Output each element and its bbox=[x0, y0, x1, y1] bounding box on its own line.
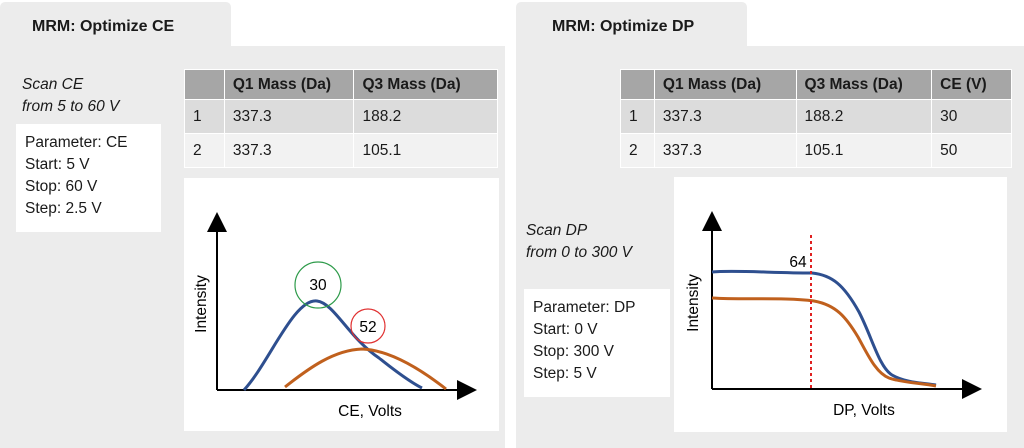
table-row: 2 337.3 105.1 bbox=[184, 133, 498, 168]
dp-param-start: Start: 0 V bbox=[533, 321, 598, 338]
cell-q1: 337.3 bbox=[223, 133, 355, 168]
column-header-q3: Q3 Mass (Da) bbox=[795, 69, 933, 100]
cell-ce: 50 bbox=[931, 133, 1012, 168]
table-row: 1 337.3 188.2 bbox=[184, 99, 498, 134]
dp-scan-line2: from 0 to 300 V bbox=[526, 244, 632, 261]
ce-scan-line1: Scan CE bbox=[22, 76, 84, 93]
dp-parameter-box: Parameter: DP Start: 0 V Stop: 300 V Ste… bbox=[524, 289, 670, 397]
table-row: 2 337.3 105.1 50 bbox=[620, 133, 1012, 168]
ce-param-stop: Stop: 60 V bbox=[25, 178, 98, 195]
ce-plot-svg: 30 52 Intensity CE, Volts bbox=[193, 212, 477, 420]
ce-param-start: Start: 5 V bbox=[25, 156, 90, 173]
dp-y-axis-label: Intensity bbox=[685, 274, 702, 332]
dp-x-axis-label: DP, Volts bbox=[833, 402, 895, 419]
cell-ce: 30 bbox=[931, 99, 1012, 134]
dp-scan-description: Scan DP from 0 to 300 V bbox=[526, 220, 632, 264]
dp-curve-series2 bbox=[711, 296, 937, 388]
ce-y-axis-label: Intensity bbox=[193, 275, 210, 333]
cell-index: 2 bbox=[184, 133, 225, 168]
column-header-q1: Q1 Mass (Da) bbox=[653, 69, 797, 100]
cell-q1: 337.3 bbox=[653, 99, 797, 134]
cell-index: 2 bbox=[620, 133, 655, 168]
table-header-row: Q1 Mass (Da) Q3 Mass (Da) CE (V) bbox=[620, 69, 1012, 100]
cell-q3: 105.1 bbox=[353, 133, 498, 168]
dp-intensity-plot: 64 Intensity DP, Volts bbox=[674, 177, 1007, 432]
dp-plot-svg: 64 Intensity DP, Volts bbox=[685, 211, 982, 419]
ce-scan-description: Scan CE from 5 to 60 V bbox=[22, 74, 119, 118]
ce-curve-series1 bbox=[242, 299, 423, 392]
cell-q3: 188.2 bbox=[795, 99, 933, 134]
dp-scan-line1: Scan DP bbox=[526, 222, 588, 239]
ce-peak2-circle bbox=[350, 308, 386, 344]
column-header-q1: Q1 Mass (Da) bbox=[223, 69, 355, 100]
dp-curve-series1 bbox=[711, 269, 937, 387]
dp-transition-table: Q1 Mass (Da) Q3 Mass (Da) CE (V) 1 337.3… bbox=[620, 69, 1012, 168]
ce-x-axis-label: CE, Volts bbox=[338, 403, 402, 420]
ce-peak2-label: 52 bbox=[359, 319, 376, 336]
cell-index: 1 bbox=[184, 99, 225, 134]
dp-param-parameter: Parameter: DP bbox=[533, 299, 636, 316]
cell-q1: 337.3 bbox=[223, 99, 355, 134]
ce-peak1-label: 30 bbox=[309, 277, 327, 294]
table-header-row: Q1 Mass (Da) Q3 Mass (Da) bbox=[184, 69, 498, 100]
column-header-q3: Q3 Mass (Da) bbox=[353, 69, 498, 100]
column-header-index bbox=[620, 69, 655, 100]
optimize-ce-panel: MRM: Optimize CE Scan CE from 5 to 60 V … bbox=[0, 0, 505, 448]
ce-param-step: Step: 2.5 V bbox=[25, 200, 102, 217]
ce-parameter-box: Parameter: CE Start: 5 V Stop: 60 V Step… bbox=[16, 124, 161, 232]
ce-panel-title: MRM: Optimize CE bbox=[0, 2, 231, 48]
dp-param-step: Step: 5 V bbox=[533, 365, 597, 382]
column-header-ce: CE (V) bbox=[931, 69, 1012, 100]
dp-panel-title: MRM: Optimize DP bbox=[516, 2, 747, 48]
optimize-dp-panel: MRM: Optimize DP Q1 Mass (Da) Q3 Mass (D… bbox=[516, 0, 1024, 448]
cell-q1: 337.3 bbox=[653, 133, 797, 168]
cell-q3: 105.1 bbox=[795, 133, 933, 168]
cell-index: 1 bbox=[620, 99, 655, 134]
ce-param-parameter: Parameter: CE bbox=[25, 134, 128, 151]
ce-scan-line2: from 5 to 60 V bbox=[22, 98, 120, 115]
ce-transition-table: Q1 Mass (Da) Q3 Mass (Da) 1 337.3 188.2 … bbox=[184, 69, 498, 168]
cell-q3: 188.2 bbox=[353, 99, 498, 134]
column-header-index bbox=[184, 69, 225, 100]
ce-intensity-plot: 30 52 Intensity CE, Volts bbox=[184, 178, 499, 431]
dp-param-stop: Stop: 300 V bbox=[533, 343, 615, 360]
ce-peak1-circle bbox=[294, 261, 342, 309]
table-row: 1 337.3 188.2 30 bbox=[620, 99, 1012, 134]
dp-optimum-marker-label: 64 bbox=[789, 254, 807, 271]
ce-curve-series2 bbox=[284, 347, 447, 391]
